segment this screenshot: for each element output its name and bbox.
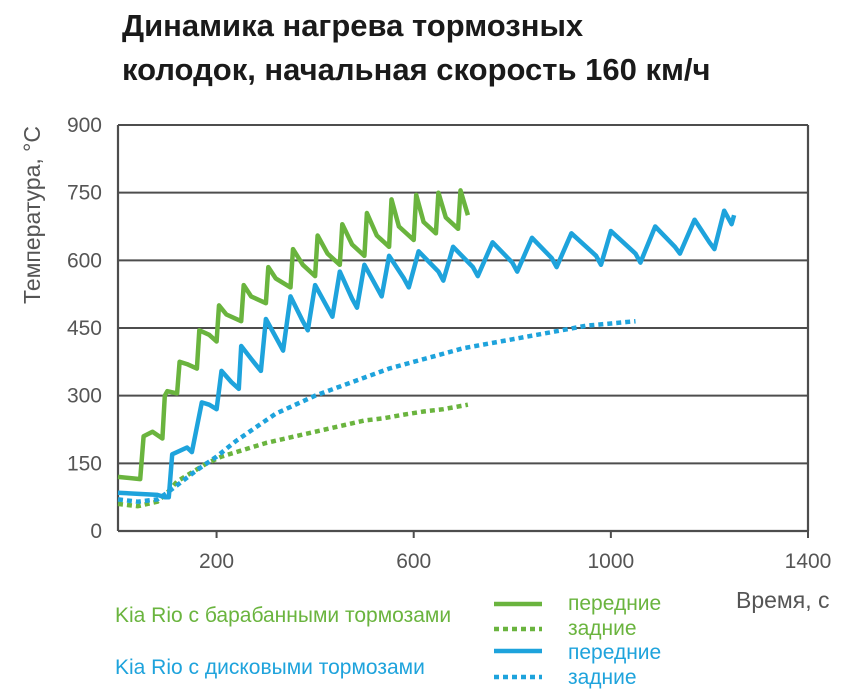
series-drum-rear [117,402,469,509]
x-tick-label: 1000 [587,550,634,573]
legend-swatches [494,601,542,680]
legend-group-drum: Kia Rio с барабанными тормозами [115,604,452,627]
y-tick-label: 450 [67,317,102,340]
chart-title-line-1: Динамика нагрева тормозных [122,8,584,43]
y-tick-label: 600 [67,249,102,272]
legend-item-disc-rear: задние [568,666,637,689]
legend-group-disc: Kia Rio с дисковыми тормозами [115,656,425,679]
chart-title-line-2: колодок, начальная скорость 160 км/ч [122,52,711,87]
y-tick-labels: 0 150 300 450 600 750 900 [67,114,102,543]
series-drum-front [117,188,471,482]
legend-item-drum-front: передние [568,592,662,615]
y-tick-label: 0 [90,520,102,543]
x-tick-labels: 200 600 1000 1400 [199,550,831,573]
series-disc-rear [117,318,636,504]
grid [116,124,810,538]
series-lines [117,188,737,509]
legend-item-disc-front: передние [568,641,662,664]
x-tick-label: 200 [199,550,234,573]
y-tick-label: 900 [67,114,102,137]
y-axis-label: Температура, °С [19,126,45,304]
y-tick-label: 150 [67,452,102,475]
series-disc-front [117,208,737,500]
x-axis-label: Время, с [736,587,829,613]
x-tick-label: 1400 [785,550,832,573]
y-tick-label: 750 [67,182,102,205]
legend-item-drum-rear: задние [568,617,637,640]
x-tick-label: 600 [396,550,431,573]
y-tick-label: 300 [67,385,102,408]
